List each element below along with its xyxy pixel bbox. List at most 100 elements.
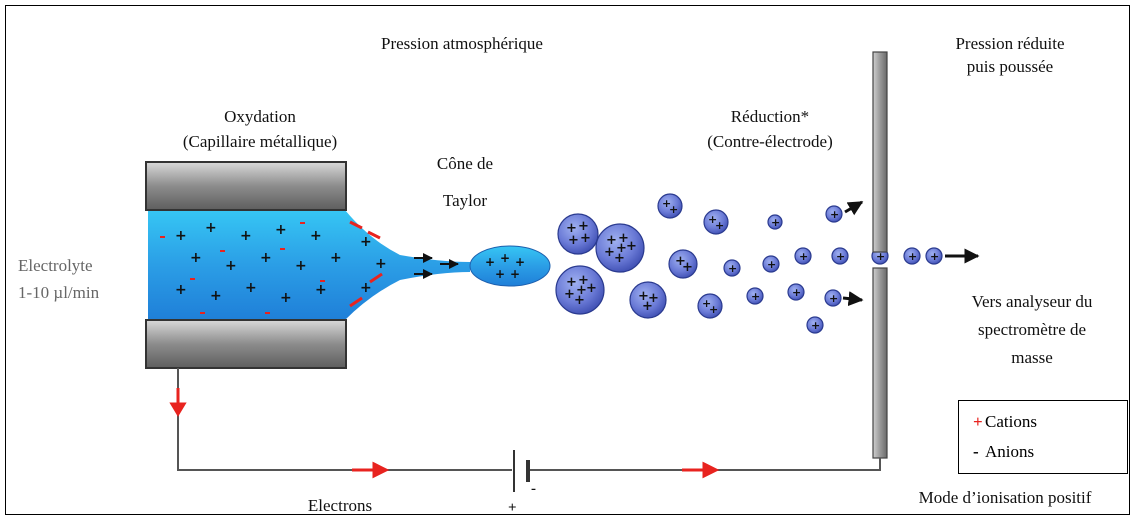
svg-text:+: +	[500, 251, 510, 265]
svg-text:+: +	[240, 228, 252, 244]
counter-electrode-bottom	[872, 267, 888, 459]
reduction-label-line1: Réduction*	[730, 107, 810, 126]
droplet-cation: +	[566, 221, 577, 236]
droplet	[831, 247, 849, 265]
droplet-cation: +	[792, 286, 801, 299]
electron-flow-arrows	[169, 388, 720, 479]
svg-text:+: +	[275, 222, 287, 238]
svg-text:+: +	[245, 280, 257, 296]
legend-anions: - Anions	[973, 441, 1034, 463]
svg-text:+: +	[515, 255, 525, 269]
droplet	[825, 205, 843, 223]
capillary-top-wall	[145, 161, 347, 211]
droplet-cation: +	[586, 281, 597, 296]
droplet-cation: +	[836, 250, 845, 263]
svg-text:+: +	[205, 220, 217, 236]
droplet-cation: +	[616, 241, 627, 256]
svg-text:+: +	[280, 290, 292, 306]
droplet	[723, 259, 741, 277]
svg-text:+: +	[260, 250, 272, 266]
droplet	[925, 247, 943, 265]
diagram-frame	[5, 5, 1130, 515]
droplet-cation: +	[618, 231, 629, 246]
anion-label: Anions	[985, 442, 1035, 461]
liquid-cations: + + + + + + + + + + + + ++ + +++	[175, 220, 387, 306]
droplet-cation: +	[930, 250, 939, 263]
droplet-cation: +	[574, 293, 585, 308]
atmospheric-pressure-label: Pression atmosphérique	[381, 34, 543, 53]
droplet	[746, 287, 764, 305]
counter-electrode-top	[872, 51, 888, 253]
droplet-cation: +	[811, 319, 820, 332]
droplet-cation: +	[708, 213, 717, 226]
reduction-label-line2: (Contre-électrode)	[707, 132, 833, 151]
svg-text:+: +	[360, 234, 372, 250]
anion-migration-arrows	[349, 220, 383, 308]
droplet-cation: +	[606, 233, 617, 248]
oxidation-label-line1: Oxydation	[224, 107, 296, 126]
droplet-cation: +	[564, 287, 575, 302]
droplet-cation: +	[662, 197, 671, 210]
electrons-label: Electrons	[307, 496, 373, 515]
circuit-wire	[177, 368, 881, 471]
electrolyte-liquid	[148, 210, 470, 320]
droplet	[767, 214, 783, 230]
droplet-cation: +	[648, 291, 659, 306]
spray-droplets: + ++ + + ++ + +++ ++ + ++ + +++++++++++++++++++++ + +	[555, 193, 943, 334]
liquid-anions	[160, 222, 325, 314]
droplet-cation: +	[614, 251, 625, 266]
droplet-cation: +	[830, 208, 839, 221]
analyzer-label-line3: masse	[1011, 348, 1053, 367]
electrolyte-label-line1: Electrolyte	[18, 256, 93, 275]
svg-text:+: +	[295, 258, 307, 274]
droplet-cation: +	[642, 299, 653, 314]
droplet-cation: +	[767, 258, 776, 271]
legend-box: + Cations - Anions	[958, 400, 1128, 474]
droplet	[557, 213, 599, 255]
battery-minus-sign: -	[531, 481, 536, 497]
droplet-cation: +	[580, 231, 591, 246]
oxidation-label-line2: (Capillaire métallique)	[182, 132, 338, 151]
svg-text:+: +	[310, 228, 322, 244]
droplet-cation: +	[578, 273, 589, 288]
droplet-cation: +	[566, 275, 577, 290]
droplet	[668, 249, 698, 279]
droplet	[824, 289, 842, 307]
cone-ion-arrows	[414, 253, 459, 279]
ionization-mode-label: Mode d’ionisation positif	[918, 488, 1092, 507]
droplet	[629, 281, 667, 319]
droplet-cation: +	[626, 239, 637, 254]
svg-text:+: +	[485, 255, 495, 269]
droplet	[595, 223, 645, 273]
droplet-cation: +	[576, 283, 587, 298]
legend-cations: + Cations	[973, 411, 1037, 433]
droplet-cation: +	[682, 260, 693, 275]
droplet-cation: +	[829, 292, 838, 305]
battery-plates	[513, 450, 530, 492]
droplet	[657, 193, 683, 219]
capillary-bottom-wall	[145, 319, 347, 369]
battery-plus-sign: +	[508, 500, 517, 516]
analyzer-label-line1: Vers analyseur du	[971, 292, 1093, 311]
electrolyte-label-line2: 1-10 µl/min	[18, 283, 100, 302]
droplet	[806, 316, 824, 334]
droplet-cation: +	[799, 250, 808, 263]
anion-symbol: -	[973, 442, 979, 461]
taylor-cone-tip	[469, 245, 551, 287]
droplet	[762, 255, 780, 273]
svg-text:+: +	[210, 288, 222, 304]
droplet-cation: +	[728, 262, 737, 275]
reduced-pressure-label-line2: puis poussée	[966, 57, 1054, 76]
droplet-cation: +	[715, 219, 724, 232]
reduced-pressure-label-line1: Pression réduite	[955, 34, 1065, 53]
droplet-cation: +	[709, 303, 718, 316]
droplet-cation: +	[669, 203, 678, 216]
svg-text:+: +	[375, 256, 387, 272]
droplet-cation: +	[604, 245, 615, 260]
droplet-cation: +	[908, 250, 917, 263]
svg-text:+: +	[315, 282, 327, 298]
svg-text:+: +	[190, 250, 202, 266]
svg-text:+: +	[225, 258, 237, 274]
droplet-cation: +	[751, 290, 760, 303]
